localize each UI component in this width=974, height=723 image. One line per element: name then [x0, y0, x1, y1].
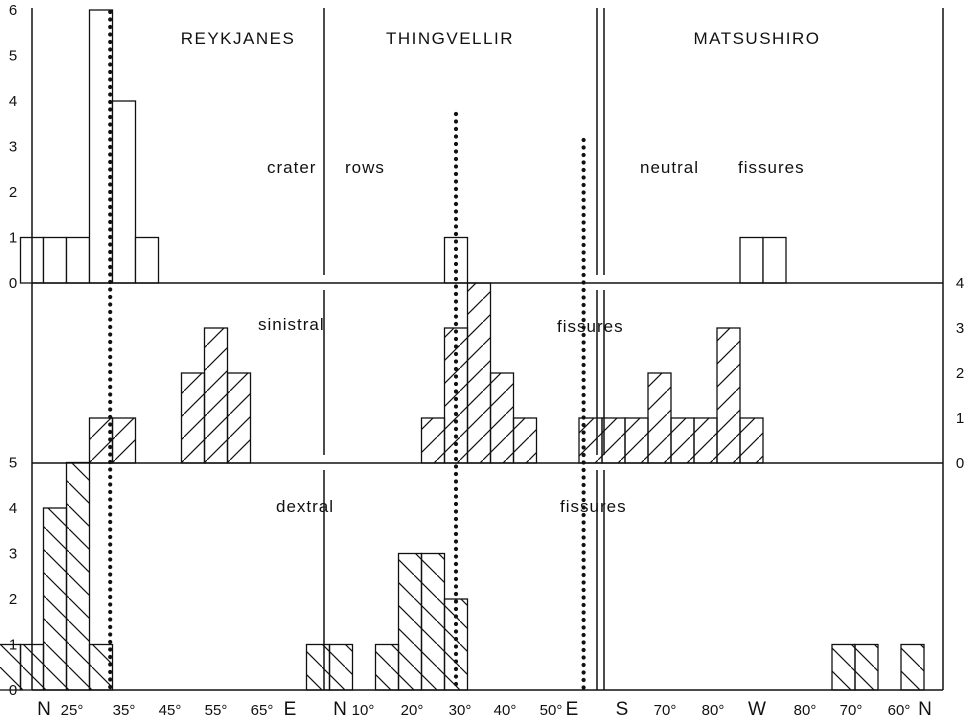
x-tick-7: N — [333, 699, 347, 720]
bars-layer — [0, 9, 925, 691]
x-tick-1: 25° — [61, 702, 84, 719]
bar-reykjanes-middle-1 — [111, 417, 137, 464]
y-tick-top-1: 1 — [9, 230, 17, 247]
y-tick-bottom-2: 2 — [9, 591, 17, 608]
bar-matsushiro-bottom-2 — [831, 643, 856, 691]
panel-label-fissures-neutral: fissures — [738, 158, 805, 177]
y-tick-top-0: 0 — [9, 275, 17, 292]
panel-label-neutral: neutral — [640, 158, 699, 177]
x-tick-14: S — [616, 699, 629, 720]
y-tick-top-3: 3 — [9, 139, 17, 156]
y-tick-middle-2: 2 — [956, 365, 964, 382]
site-title-thingvellir: THINGVELLIR — [386, 29, 514, 48]
x-tick-3: 45° — [159, 702, 182, 719]
x-tick-6: E — [284, 699, 297, 720]
panel-label-dextral: dextral — [276, 497, 334, 516]
bar-reykjanes-top-1 — [42, 236, 68, 284]
y-tick-middle-1: 1 — [956, 410, 964, 427]
x-tick-21: N — [918, 699, 932, 720]
bar-thingvellir-bottom-3 — [397, 552, 423, 691]
y-tick-middle-0: 0 — [956, 455, 964, 472]
x-tick-10: 30° — [449, 702, 472, 719]
bar-thingvellir-bottom-1 — [328, 643, 354, 691]
bar-thingvellir-middle-2 — [466, 282, 492, 464]
y-tick-top-4: 4 — [9, 93, 17, 110]
x-tick-17: W — [748, 699, 766, 720]
y-tick-top-6: 6 — [9, 2, 17, 19]
x-tick-18: 80° — [794, 702, 817, 719]
bar-reykjanes-top-5 — [134, 236, 160, 284]
bar-thingvellir-bottom-2 — [374, 643, 400, 691]
x-tick-5: 65° — [251, 702, 274, 719]
y-tick-middle-4: 4 — [956, 275, 964, 292]
y-tick-middle-3: 3 — [956, 320, 964, 337]
bar-reykjanes-top-2 — [65, 236, 91, 284]
bar-reykjanes-bottom-3 — [65, 461, 91, 691]
y-tick-bottom-0: 0 — [9, 682, 17, 699]
bar-matsushiro-middle-0 — [739, 417, 764, 464]
bar-matsushiro-middle-4 — [647, 372, 672, 464]
bar-matsushiro-middle-3 — [670, 417, 695, 464]
reference-lines-layer — [108, 9, 586, 693]
x-tick-19: 70° — [840, 702, 863, 719]
panel-label-fissures-dextral: fissures — [560, 497, 627, 516]
x-tick-15: 70° — [654, 702, 677, 719]
bar-matsushiro-middle-5 — [624, 417, 649, 464]
bar-thingvellir-middle-4 — [512, 417, 538, 464]
x-tick-2: 35° — [113, 702, 136, 719]
bar-thingvellir-bottom-4 — [420, 552, 446, 691]
bar-reykjanes-middle-2 — [180, 372, 206, 464]
x-tick-9: 20° — [401, 702, 424, 719]
bar-reykjanes-middle-4 — [226, 372, 252, 464]
y-tick-bottom-5: 5 — [9, 455, 17, 472]
bar-matsushiro-top-1 — [762, 236, 787, 284]
x-tick-13: E — [566, 699, 579, 720]
bar-reykjanes-middle-3 — [203, 327, 229, 464]
y-tick-top-2: 2 — [9, 184, 17, 201]
bar-reykjanes-bottom-4 — [88, 643, 114, 691]
bar-reykjanes-bottom-2 — [42, 507, 68, 691]
x-tick-11: 40° — [494, 702, 517, 719]
bar-matsushiro-bottom-1 — [854, 643, 879, 691]
bar-thingvellir-middle-0 — [420, 417, 446, 464]
bar-matsushiro-middle-6 — [601, 417, 626, 464]
panel-label-sinistral: sinistral — [258, 315, 325, 334]
x-tick-12: 50° — [540, 702, 563, 719]
bar-matsushiro-bottom-0 — [900, 643, 925, 691]
labels-layer: 0 1 2 3 4 5 6 0 1 2 3 4 5 0 1 2 3 4 REYKJANES THINGVELLIR MA… — [9, 2, 964, 720]
x-tick-20: 60° — [888, 702, 911, 719]
y-tick-bottom-3: 3 — [9, 546, 17, 563]
x-tick-4: 55° — [205, 702, 228, 719]
bar-matsushiro-middle-2 — [693, 417, 718, 464]
bar-thingvellir-top-0 — [443, 236, 469, 284]
x-tick-16: 80° — [702, 702, 725, 719]
y-tick-top-5: 5 — [9, 48, 17, 65]
bar-reykjanes-top-4 — [111, 100, 137, 284]
bar-matsushiro-middle-1 — [716, 327, 741, 464]
x-tick-0: N — [37, 699, 51, 720]
bar-thingvellir-middle-3 — [489, 372, 515, 464]
x-tick-8: 10° — [352, 702, 375, 719]
bar-thingvellir-bottom-0 — [305, 643, 331, 691]
y-tick-bottom-4: 4 — [9, 500, 17, 517]
site-title-matsushiro: MATSUSHIRO — [693, 29, 820, 48]
panel-label-crater: crater — [267, 158, 316, 177]
panel-label-rows: rows — [345, 158, 385, 177]
y-tick-bottom-1: 1 — [9, 637, 17, 654]
bar-matsushiro-top-0 — [739, 236, 764, 284]
site-title-reykjanes: REYKJANES — [181, 29, 296, 48]
panel-label-fissures-sinistral: fissures — [557, 317, 624, 336]
frame-layer — [31, 8, 944, 691]
